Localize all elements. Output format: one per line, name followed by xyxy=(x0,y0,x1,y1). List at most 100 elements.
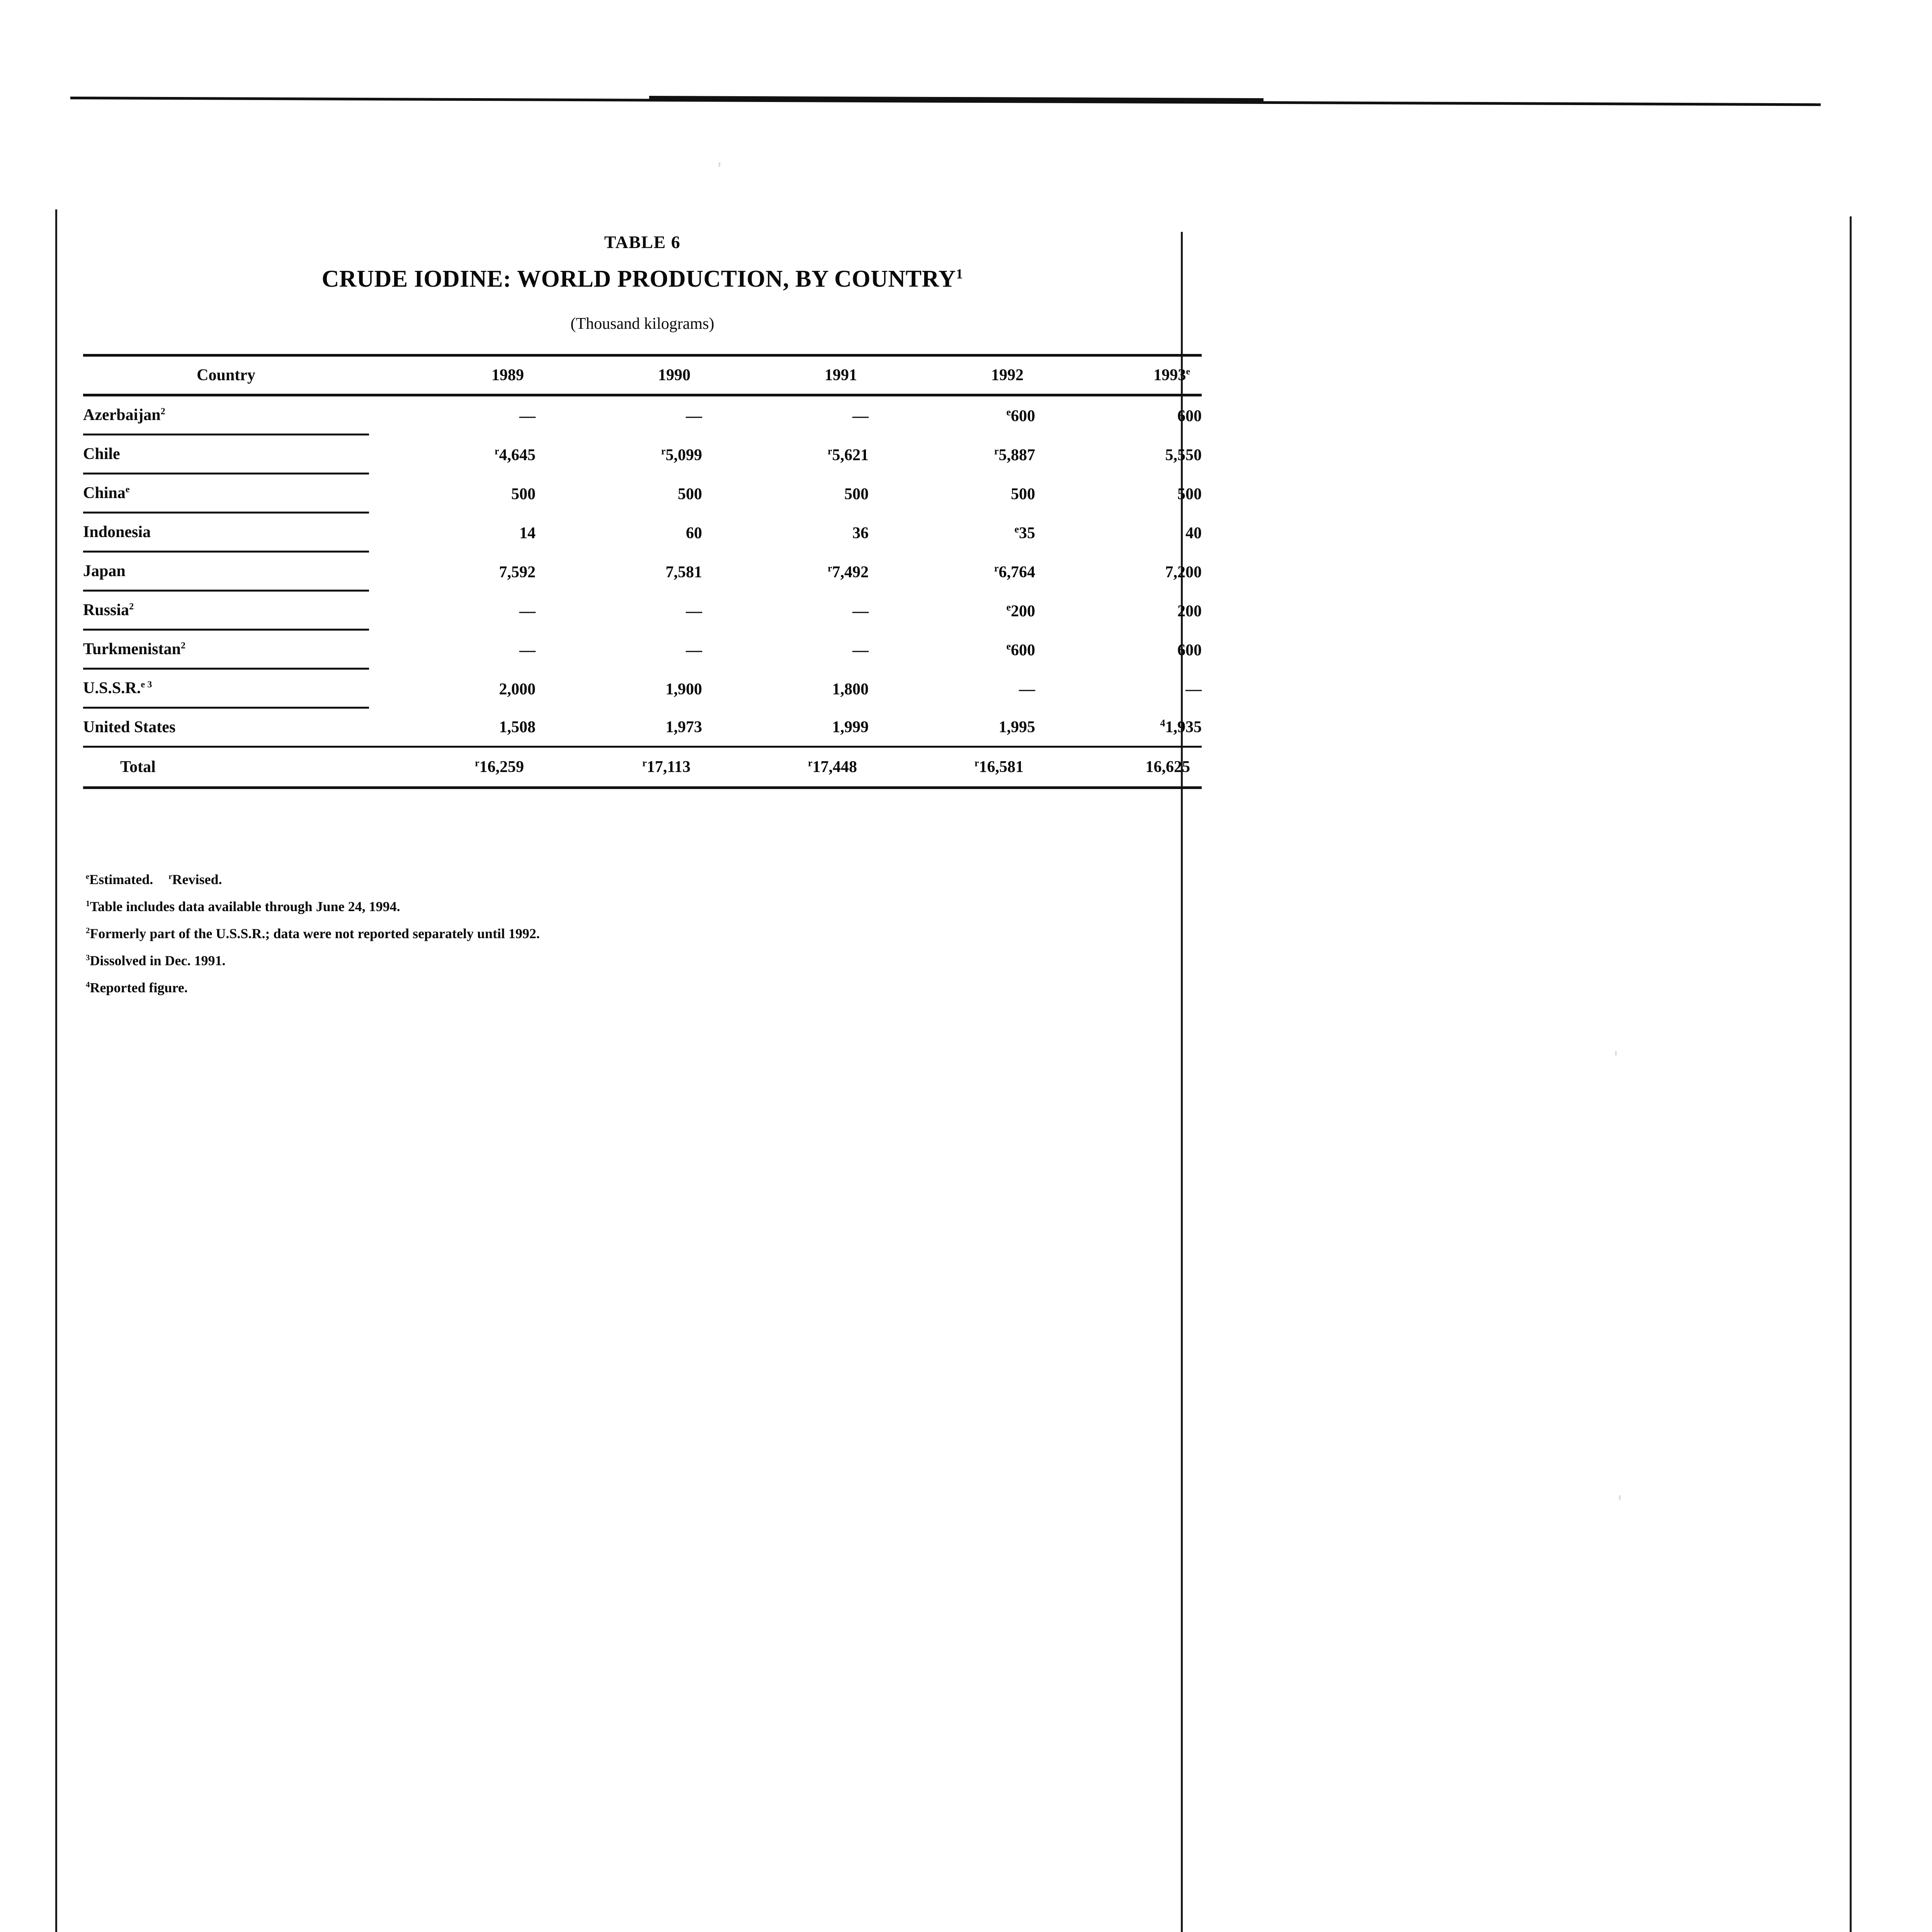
cell-value: 7,581 xyxy=(665,563,702,581)
cell-value: 17,448 xyxy=(812,758,857,776)
cell-u-s-s-r-1991: 1,800 xyxy=(702,669,869,708)
cell-value: 4,645 xyxy=(499,446,536,464)
cell-turkmenistan-1989: — xyxy=(369,630,536,669)
cell-total-1990: r17,113 xyxy=(536,747,702,789)
cell-china-1993: 500 xyxy=(1035,474,1202,513)
col-header-1993-marker: e xyxy=(1186,366,1190,377)
cell-flag: r xyxy=(974,757,979,769)
cell-chile-1991: r5,621 xyxy=(702,435,869,474)
footnote-1: 1Table includes data available through J… xyxy=(86,900,1090,913)
cell-value: 1,973 xyxy=(665,718,702,736)
cell-u-s-s-r-1989: 2,000 xyxy=(369,669,536,708)
cell-value: 500 xyxy=(1011,485,1035,503)
row-label-japan: Japan xyxy=(83,551,369,592)
row-label-text: China xyxy=(83,484,126,502)
row-label-marker: e 3 xyxy=(141,679,152,690)
cell-indonesia-1991: 36 xyxy=(702,513,869,552)
col-header-1992: 1992 xyxy=(869,354,1035,396)
cell-united-states-1990: 1,973 xyxy=(536,707,702,748)
cell-china-1992: 500 xyxy=(869,474,1035,513)
footnote-3-marker: 3 xyxy=(86,953,90,962)
row-label-united-states: United States xyxy=(83,707,369,748)
cell-chile-1990: r5,099 xyxy=(536,435,702,474)
footnote-legend-estimated-text: Estimated. xyxy=(89,872,153,887)
cell-flag: e xyxy=(1006,406,1011,418)
table-row: Japan 7,592 7,581 r7,492 r6,764 7,200 xyxy=(83,551,1202,592)
cell-value: 7,492 xyxy=(832,563,869,581)
cell-value: 35 xyxy=(1019,524,1035,542)
cell-flag: e xyxy=(1006,640,1011,652)
cell-indonesia-1990: 60 xyxy=(536,513,702,552)
footnote-4-text: Reported figure. xyxy=(90,980,188,995)
cell-azerbaijan-1993: 600 xyxy=(1035,395,1202,435)
cell-azerbaijan-1991: — xyxy=(702,395,869,435)
column-rule-left xyxy=(55,209,57,1932)
table-block: TABLE 6 CRUDE IODINE: WORLD PRODUCTION, … xyxy=(83,232,1202,789)
cell-united-states-1993: 41,935 xyxy=(1035,707,1202,748)
cell-united-states-1989: 1,508 xyxy=(369,707,536,748)
table-row: Chinae 500 500 500 500 500 xyxy=(83,473,1202,514)
cell-value: 1,999 xyxy=(832,718,869,736)
cell-russia-1993: 200 xyxy=(1035,591,1202,630)
cell-russia-1989: — xyxy=(369,591,536,630)
cell-value: 5,099 xyxy=(665,446,702,464)
footnote-2-text: Formerly part of the U.S.S.R.; data were… xyxy=(90,926,540,941)
cell-value: 200 xyxy=(1011,602,1035,620)
footnote-legend-estimated-marker: e xyxy=(86,872,90,881)
cell-value: 16,581 xyxy=(979,758,1024,776)
cell-flag: e xyxy=(1014,523,1019,535)
cell-value: 500 xyxy=(678,485,702,503)
cell-u-s-s-r-1990: 1,900 xyxy=(536,669,702,708)
cell-japan-1992: r6,764 xyxy=(869,552,1035,591)
col-header-1989: 1989 xyxy=(369,354,536,396)
cell-value: 60 xyxy=(686,524,702,542)
cell-u-s-s-r-1993: — xyxy=(1035,669,1202,708)
cell-japan-1990: 7,581 xyxy=(536,552,702,591)
cell-value: 5,621 xyxy=(832,446,869,464)
row-label-marker: e xyxy=(125,484,130,495)
cell-value: 500 xyxy=(511,485,536,503)
cell-chile-1989: r4,645 xyxy=(369,435,536,474)
footnote-2: 2Formerly part of the U.S.S.R.; data wer… xyxy=(86,927,1090,940)
table-row: Chile r4,645 r5,099 r5,621 r5,887 5,550 xyxy=(83,434,1202,474)
footnote-block: eEstimated. rRevised. 1Table includes dat… xyxy=(86,872,1090,1008)
row-label-text: Indonesia xyxy=(83,523,151,541)
cell-japan-1991: r7,492 xyxy=(702,552,869,591)
cell-indonesia-1992: e35 xyxy=(869,513,1035,552)
cell-value: 7,200 xyxy=(1165,563,1202,581)
row-label-chile: Chile xyxy=(83,434,369,474)
row-label-text: Turkmenistan xyxy=(83,640,181,658)
cell-russia-1992: e200 xyxy=(869,591,1035,630)
row-label-text: United States xyxy=(83,718,176,736)
cell-flag: r xyxy=(642,757,647,769)
cell-azerbaijan-1989: — xyxy=(369,395,536,435)
cell-value: — xyxy=(852,602,869,620)
cell-value: — xyxy=(686,641,702,659)
row-label-marker: 2 xyxy=(160,406,165,417)
col-header-1993-text: 1993 xyxy=(1153,366,1186,384)
cell-value: 600 xyxy=(1011,407,1035,425)
cell-flag: r xyxy=(827,445,832,457)
cell-total-1989: r16,259 xyxy=(369,747,536,789)
cell-turkmenistan-1992: e600 xyxy=(869,630,1035,669)
cell-turkmenistan-1991: — xyxy=(702,630,869,669)
footnote-legend-revised-marker: r xyxy=(168,872,172,881)
cell-china-1991: 500 xyxy=(702,474,869,513)
footnote-3: 3Dissolved in Dec. 1991. xyxy=(86,954,1090,968)
cell-flag: r xyxy=(474,757,480,769)
table-row: United States 1,508 1,973 1,999 1,995 41,935 xyxy=(83,707,1202,748)
cell-united-states-1991: 1,999 xyxy=(702,707,869,748)
cell-value: 500 xyxy=(844,485,869,503)
footnote-legend-revised-text: Revised. xyxy=(172,872,222,887)
cell-russia-1991: — xyxy=(702,591,869,630)
table-row: Indonesia 14 60 36 e35 40 xyxy=(83,512,1202,553)
row-label-text: U.S.S.R. xyxy=(83,679,141,697)
column-rule-right xyxy=(1850,216,1852,1932)
cell-japan-1989: 7,592 xyxy=(369,552,536,591)
cell-chile-1993: 5,550 xyxy=(1035,435,1202,474)
cell-u-s-s-r-1992: — xyxy=(869,669,1035,708)
cell-value: 1,935 xyxy=(1165,718,1202,736)
col-header-1990: 1990 xyxy=(536,354,702,396)
row-label-azerbaijan: Azerbaijan2 xyxy=(83,395,369,435)
